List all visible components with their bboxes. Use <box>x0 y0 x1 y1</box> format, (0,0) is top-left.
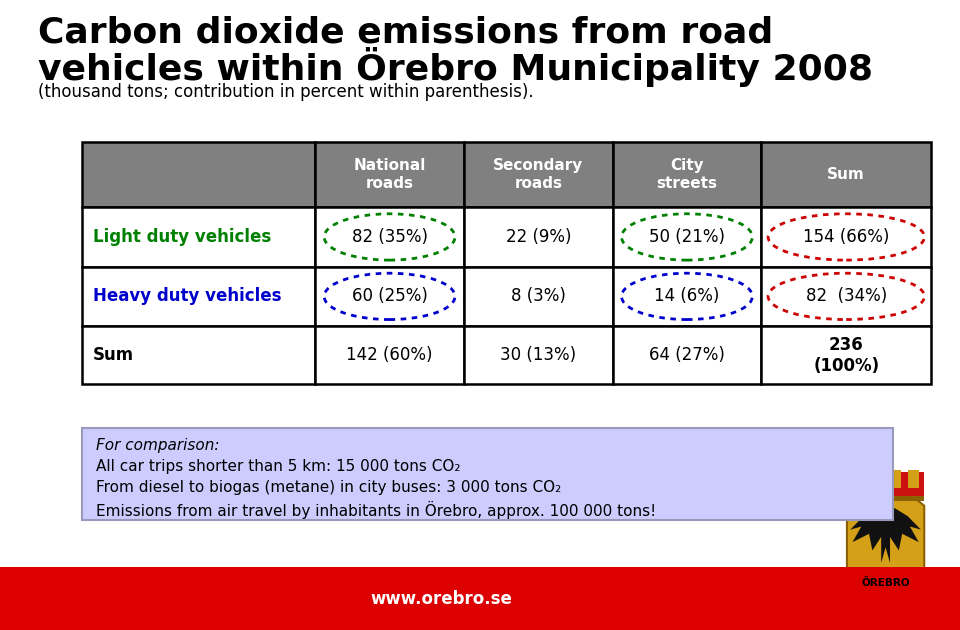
Bar <box>890 471 901 488</box>
Text: vehicles within Örebro Municipality 2008: vehicles within Örebro Municipality 2008 <box>38 47 874 87</box>
Bar <box>907 471 919 488</box>
Bar <box>854 471 866 488</box>
Circle shape <box>877 491 894 506</box>
Text: 60 (25%): 60 (25%) <box>351 287 427 306</box>
Text: All car trips shorter than 5 km: 15 000 tons CO₂: All car trips shorter than 5 km: 15 000 … <box>96 459 461 474</box>
Text: ÖREBRO: ÖREBRO <box>861 578 910 588</box>
Text: City
streets: City streets <box>657 158 717 191</box>
Text: From diesel to biogas (metane) in city buses: 3 000 tons CO₂: From diesel to biogas (metane) in city b… <box>96 480 562 495</box>
Text: National
roads: National roads <box>353 158 426 191</box>
Text: www.orebro.se: www.orebro.se <box>371 590 513 607</box>
Text: 50 (21%): 50 (21%) <box>649 228 725 246</box>
Text: For comparison:: For comparison: <box>96 438 220 454</box>
Text: Sum: Sum <box>93 346 134 364</box>
Text: 82 (35%): 82 (35%) <box>351 228 427 246</box>
Text: 8 (3%): 8 (3%) <box>511 287 565 306</box>
Text: 22 (9%): 22 (9%) <box>506 228 571 246</box>
Text: Sum: Sum <box>828 167 865 182</box>
Text: Light duty vehicles: Light duty vehicles <box>93 228 272 246</box>
Polygon shape <box>847 474 924 573</box>
Text: 14 (6%): 14 (6%) <box>655 287 720 306</box>
Text: 236
(100%): 236 (100%) <box>813 336 879 375</box>
Text: Heavy duty vehicles: Heavy duty vehicles <box>93 287 281 306</box>
Bar <box>873 471 883 488</box>
Text: 142 (60%): 142 (60%) <box>347 346 433 364</box>
Bar <box>847 496 924 500</box>
Text: 64 (27%): 64 (27%) <box>649 346 725 364</box>
Polygon shape <box>851 503 921 563</box>
Text: 154 (66%): 154 (66%) <box>804 228 889 246</box>
Text: Emissions from air travel by inhabitants in Örebro, approx. 100 000 tons!: Emissions from air travel by inhabitants… <box>96 501 656 519</box>
Text: 30 (13%): 30 (13%) <box>500 346 576 364</box>
Text: (thousand tons; contribution in percent within parenthesis).: (thousand tons; contribution in percent … <box>38 83 534 101</box>
Bar <box>847 472 924 498</box>
Text: Carbon dioxide emissions from road: Carbon dioxide emissions from road <box>38 16 774 50</box>
Text: Secondary
roads: Secondary roads <box>493 158 584 191</box>
Text: 82  (34%): 82 (34%) <box>805 287 887 306</box>
